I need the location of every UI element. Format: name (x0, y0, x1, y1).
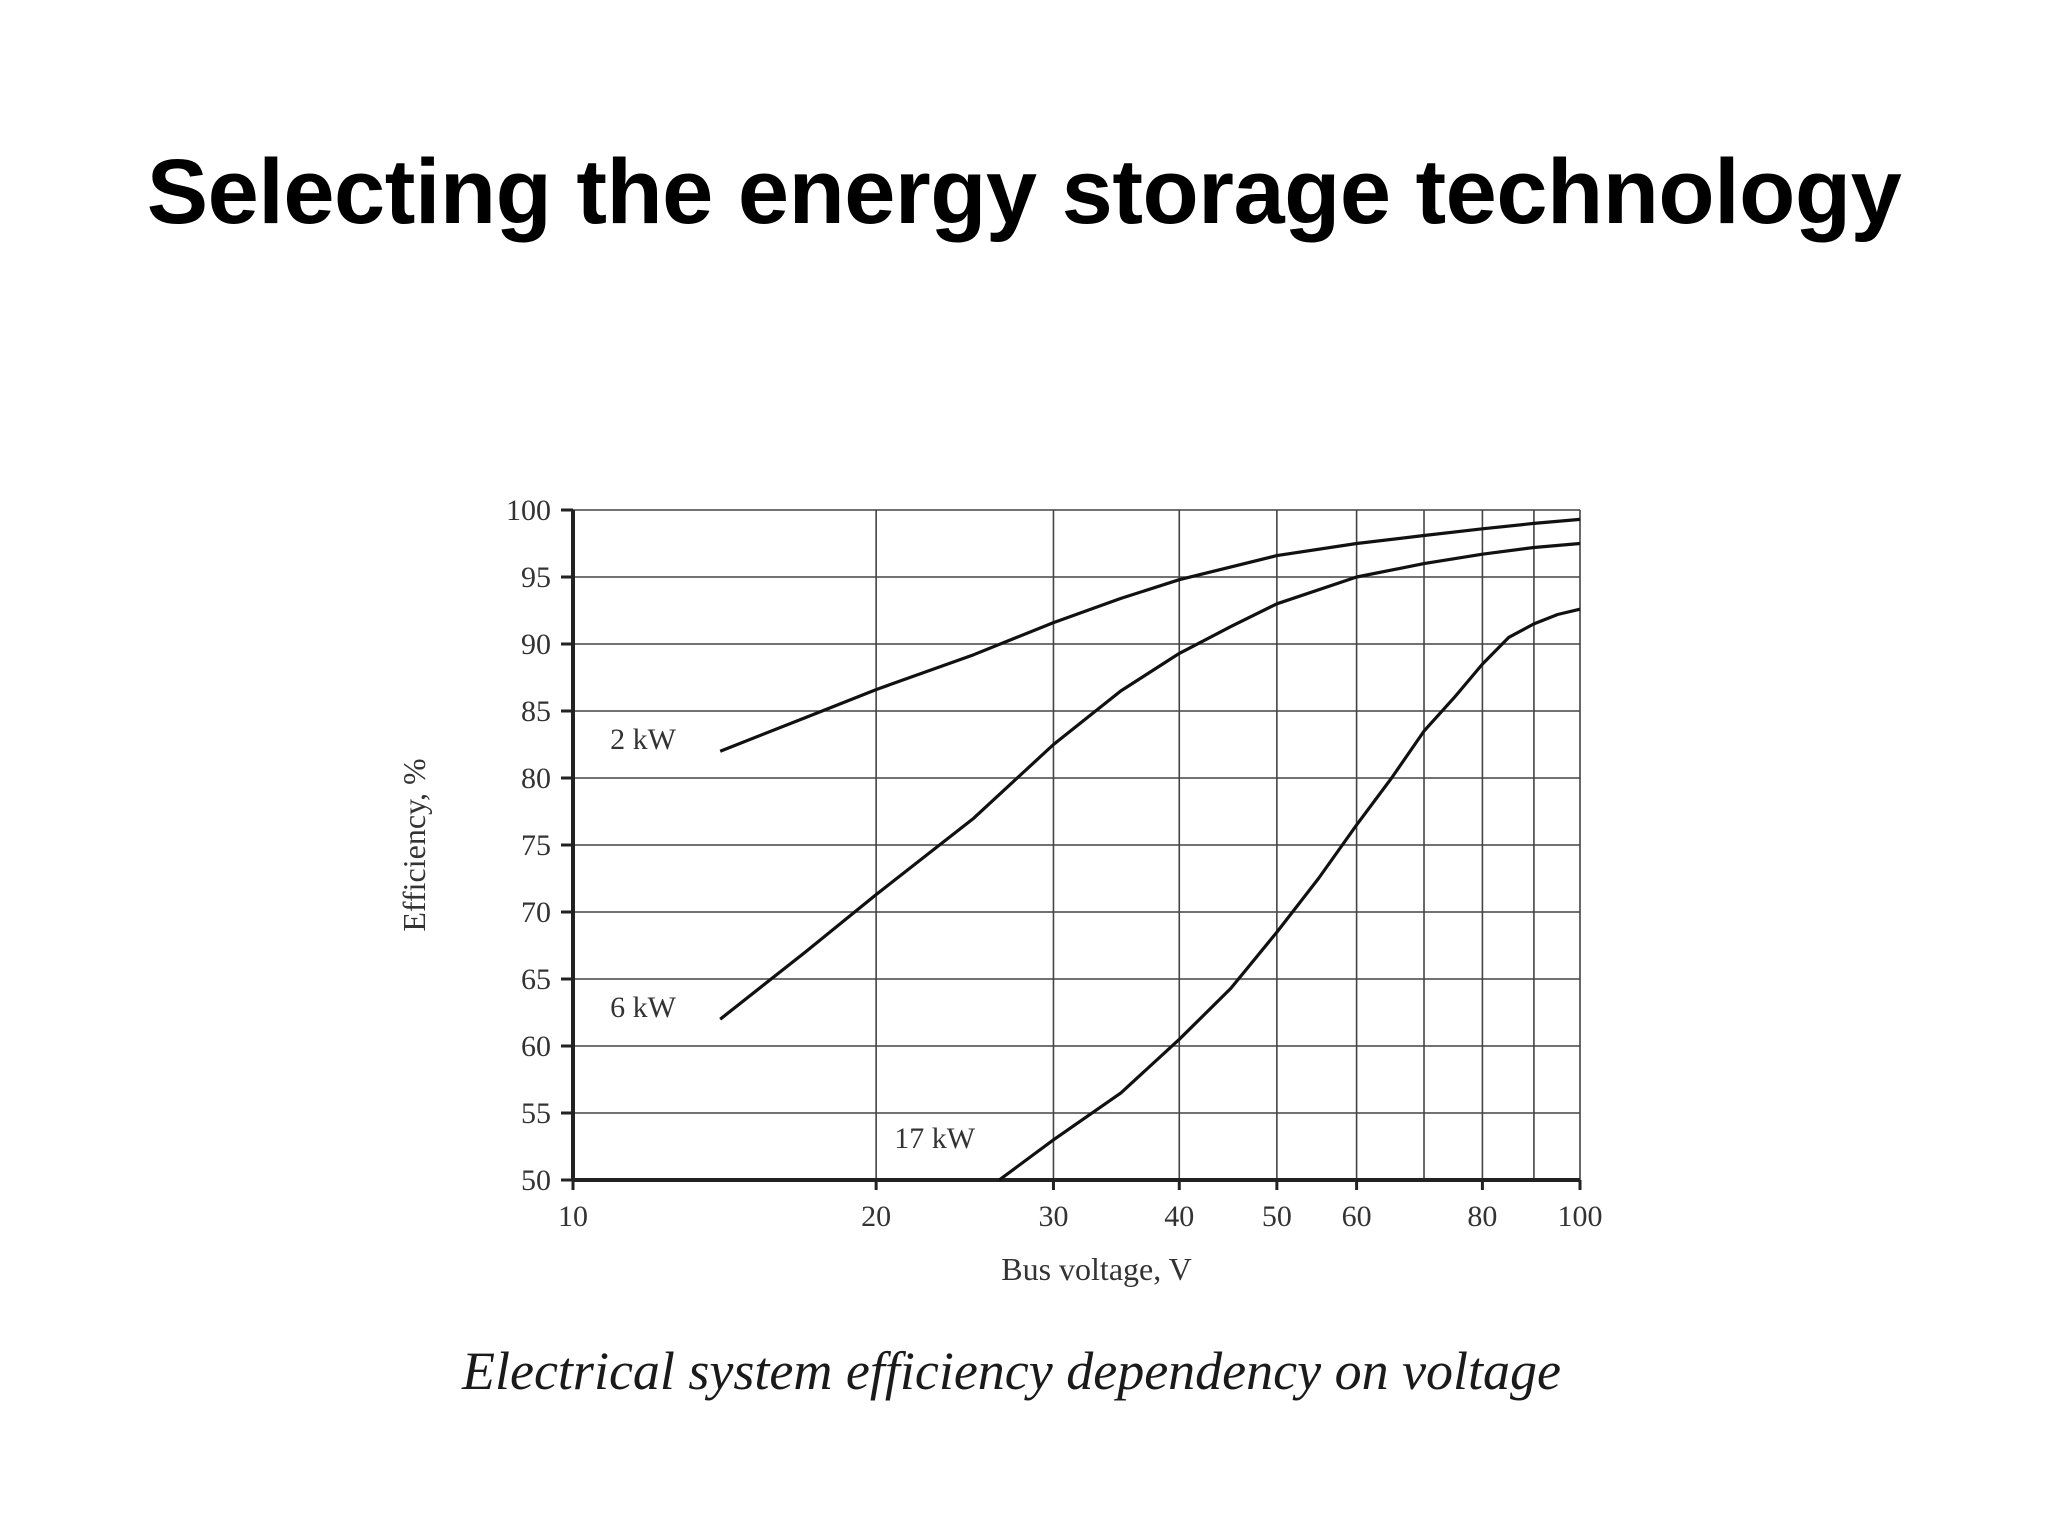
series-line-2kw (719, 517, 1581, 753)
series-label-17kw: 17 kW (894, 1122, 976, 1155)
y-tick-label-65: 65 (521, 963, 551, 996)
y-tick-label-90: 90 (521, 628, 551, 661)
y-tick-label-95: 95 (521, 561, 551, 594)
y-tick-label-55: 55 (521, 1097, 551, 1130)
series-line-6kw (719, 541, 1581, 1021)
series-line-17kw (998, 607, 1581, 1182)
x-tick-label-40: 40 (1164, 1200, 1194, 1233)
x-tick-label-100: 100 (1558, 1200, 1603, 1233)
series-label-2kw: 2 kW (610, 723, 677, 756)
y-tick-label-70: 70 (521, 896, 551, 929)
y-axis-label: Efficiency, % (396, 758, 432, 931)
series-label-6kw: 6 kW (610, 991, 677, 1024)
figure-caption: Electrical system efficiency dependency … (462, 1341, 1562, 1401)
grid-layer (573, 509, 1581, 1180)
y-tick-label-50: 50 (521, 1164, 551, 1197)
y-tick-label-85: 85 (521, 695, 551, 728)
x-tick-label-30: 30 (1038, 1200, 1068, 1233)
x-axis-label: Bus voltage, V (1001, 1251, 1192, 1287)
x-tick-label-20: 20 (861, 1200, 891, 1233)
x-tick-label-80: 80 (1467, 1200, 1497, 1233)
x-tick-label-50: 50 (1262, 1200, 1292, 1233)
y-tick-label-60: 60 (521, 1030, 551, 1063)
y-tick-label-75: 75 (521, 829, 551, 862)
slide-title: Selecting the energy storage technology (146, 141, 1902, 243)
chart-svg: 50 55 60 65 70 75 80 85 90 95 100 10 20 30 40 50 60 80 100… (396, 494, 1603, 1287)
tick-layer: 50 55 60 65 70 75 80 85 90 95 100 10 20 30 40 50 60 80 100 (506, 494, 1603, 1233)
efficiency-chart: 50 55 60 65 70 75 80 85 90 95 100 10 20 30 40 50 60 80 100… (380, 480, 1680, 1340)
label-layer: Bus voltage, V Efficiency, % 2 kW 6 kW 17 kW (396, 723, 1192, 1287)
y-tick-label-80: 80 (521, 762, 551, 795)
series-layer (719, 517, 1581, 1182)
y-tick-label-100: 100 (506, 494, 551, 527)
x-tick-label-60: 60 (1342, 1200, 1372, 1233)
x-tick-label-10: 10 (558, 1200, 588, 1233)
